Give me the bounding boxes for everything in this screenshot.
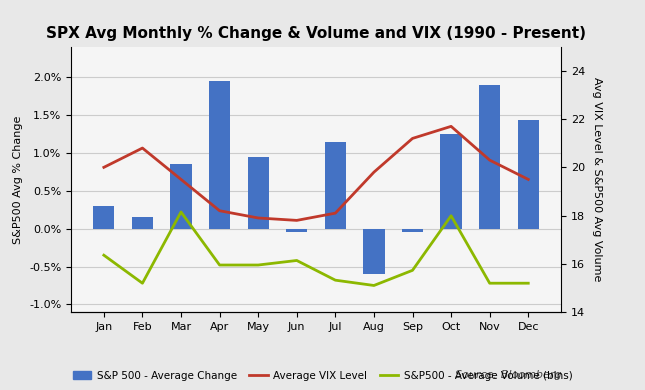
S&P500 - Average Volume (blns) (215, 263, 223, 268)
Average VIX Level (139, 146, 146, 151)
Bar (209, 81, 230, 229)
Average VIX Level (332, 211, 339, 216)
S&P500 - Average Volume (blns) (100, 253, 108, 257)
S&P500 - Average Volume (blns) (370, 283, 378, 288)
S&P500 - Average Volume (blns) (254, 263, 262, 268)
Bar (441, 134, 462, 229)
Line: Average VIX Level: Average VIX Level (104, 126, 528, 220)
S&P500 - Average Volume (blns) (447, 213, 455, 218)
Bar (402, 229, 423, 232)
Bar (518, 120, 539, 229)
S&P500 - Average Volume (blns) (486, 281, 493, 285)
Average VIX Level (370, 170, 378, 174)
Y-axis label: Avg VIX Level & S&P500 Avg Volume: Avg VIX Level & S&P500 Avg Volume (592, 77, 602, 282)
Bar (479, 85, 501, 229)
Average VIX Level (293, 218, 301, 223)
S&P500 - Average Volume (blns) (332, 278, 339, 282)
S&P500 - Average Volume (blns) (139, 281, 146, 285)
Average VIX Level (100, 165, 108, 170)
Bar (132, 217, 153, 229)
Bar (94, 206, 114, 229)
Title: SPX Avg Monthly % Change & Volume and VIX (1990 - Present): SPX Avg Monthly % Change & Volume and VI… (46, 27, 586, 41)
S&P500 - Average Volume (blns) (293, 258, 301, 263)
S&P500 - Average Volume (blns) (177, 210, 185, 215)
Bar (286, 229, 308, 232)
S&P500 - Average Volume (blns) (524, 281, 532, 285)
Legend: S&P 500 - Average Change, Average VIX Level, S&P500 - Average Volume (blns): S&P 500 - Average Change, Average VIX Le… (68, 367, 577, 385)
Average VIX Level (215, 208, 223, 213)
S&P500 - Average Volume (blns) (409, 268, 417, 273)
Bar (324, 142, 346, 229)
Line: S&P500 - Average Volume (blns): S&P500 - Average Volume (blns) (104, 212, 528, 285)
Y-axis label: S&P500 Avg % Change: S&P500 Avg % Change (14, 115, 23, 244)
Average VIX Level (447, 124, 455, 129)
Average VIX Level (177, 177, 185, 182)
Average VIX Level (254, 216, 262, 220)
Bar (363, 229, 384, 274)
Average VIX Level (486, 158, 493, 163)
Bar (170, 164, 192, 229)
Average VIX Level (524, 177, 532, 182)
Text: Source: Bloomberg: Source: Bloomberg (455, 370, 561, 380)
Bar (248, 157, 269, 229)
Average VIX Level (409, 136, 417, 141)
